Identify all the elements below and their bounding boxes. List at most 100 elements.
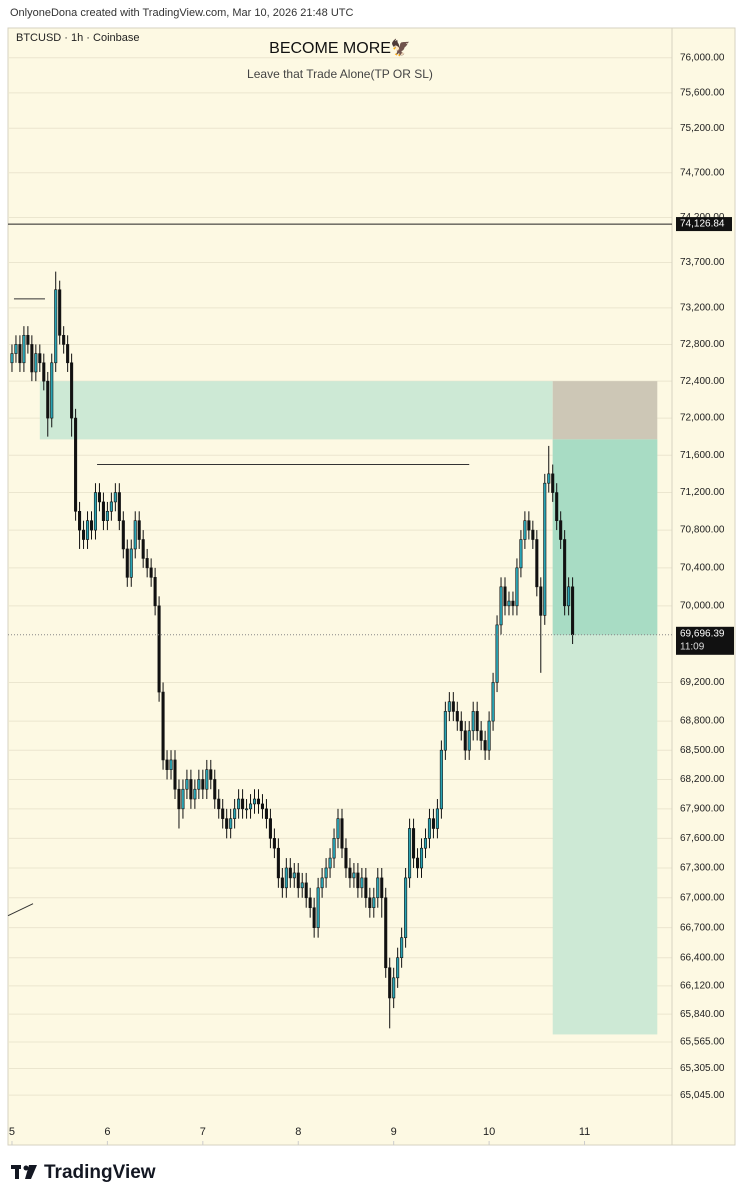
y-tick-label: 70,000.00 bbox=[680, 600, 725, 611]
candle-body bbox=[352, 872, 356, 879]
x-tick-label: 5 bbox=[9, 1126, 15, 1138]
candle-body bbox=[364, 877, 368, 899]
candle-body bbox=[89, 520, 94, 531]
candle-body bbox=[101, 501, 105, 521]
candle-body bbox=[97, 492, 101, 503]
candle-body bbox=[201, 779, 205, 790]
y-tick-label: 72,800.00 bbox=[680, 339, 725, 350]
y-tick-label: 71,200.00 bbox=[680, 487, 725, 498]
candle-body bbox=[237, 798, 241, 810]
y-tick-label: 65,045.00 bbox=[680, 1090, 725, 1101]
candle-body bbox=[149, 567, 153, 578]
candle-body bbox=[384, 897, 388, 969]
logo-mark bbox=[15, 1165, 19, 1179]
candle-body bbox=[133, 520, 137, 550]
y-tick-label: 65,565.00 bbox=[680, 1037, 725, 1048]
header: OnlyoneDona created with TradingView.com… bbox=[10, 7, 353, 19]
y-tick-label: 72,400.00 bbox=[680, 376, 725, 387]
candle-body bbox=[256, 798, 261, 805]
y-tick-label: 69,200.00 bbox=[680, 677, 725, 688]
candle-body bbox=[396, 957, 400, 979]
candle-body bbox=[70, 362, 74, 419]
candle-body bbox=[157, 605, 161, 693]
y-tick-label: 75,600.00 bbox=[680, 88, 725, 99]
candle-body bbox=[38, 353, 42, 364]
candle-body bbox=[531, 529, 535, 540]
y-tick-label: 71,600.00 bbox=[680, 450, 725, 461]
candle-body bbox=[284, 867, 288, 889]
candle-body bbox=[348, 867, 352, 879]
candle-body bbox=[121, 520, 125, 550]
candle-body bbox=[169, 759, 173, 770]
candle-body bbox=[26, 334, 30, 345]
candle-body bbox=[30, 344, 34, 373]
candle-body bbox=[463, 730, 467, 751]
candle-body bbox=[475, 711, 479, 732]
candle-body bbox=[252, 798, 257, 805]
y-tick-label: 70,400.00 bbox=[680, 562, 725, 573]
candle-body bbox=[388, 967, 392, 999]
candle-body bbox=[439, 749, 443, 810]
candle-body bbox=[332, 838, 336, 859]
candle-body bbox=[229, 818, 233, 829]
candle-body bbox=[459, 720, 463, 732]
candle-body bbox=[296, 872, 300, 889]
candle-body bbox=[499, 586, 503, 626]
candle-body bbox=[543, 482, 547, 616]
y-tick-label: 68,800.00 bbox=[680, 716, 725, 727]
candle-body bbox=[241, 798, 245, 810]
candle-body bbox=[268, 818, 272, 839]
candle-body bbox=[141, 539, 145, 559]
candle-body bbox=[495, 624, 499, 683]
candle-body bbox=[320, 877, 324, 889]
y-tick-label: 67,000.00 bbox=[680, 892, 725, 903]
candle-body bbox=[368, 897, 372, 909]
zone bbox=[39, 381, 553, 440]
hline-label-bg bbox=[676, 217, 732, 232]
candle-body bbox=[423, 838, 428, 849]
candle-body bbox=[10, 353, 14, 364]
candle-body bbox=[392, 977, 396, 999]
candle-body bbox=[177, 788, 181, 810]
y-tick-label: 73,700.00 bbox=[680, 257, 725, 268]
symbol: BTCUSD · 1h · Coinbase bbox=[16, 32, 140, 44]
candle-body bbox=[412, 828, 416, 859]
x-tick-label: 6 bbox=[104, 1126, 110, 1138]
candle-body bbox=[233, 808, 237, 819]
candle-body bbox=[109, 501, 113, 512]
hline-label: 74,126.84 bbox=[680, 219, 725, 230]
y-tick-label: 68,500.00 bbox=[680, 745, 725, 756]
candle-body bbox=[276, 847, 280, 879]
y-tick-label: 65,840.00 bbox=[680, 1009, 725, 1020]
candle-body bbox=[46, 380, 50, 419]
x-tick-label: 7 bbox=[200, 1126, 206, 1138]
candle-body bbox=[467, 730, 471, 751]
logo-text: TradingView bbox=[44, 1162, 156, 1183]
candle-body bbox=[519, 539, 523, 569]
candle-body bbox=[547, 473, 551, 484]
candle-body bbox=[78, 510, 82, 531]
candle-body bbox=[487, 720, 491, 751]
y-tick-label: 75,200.00 bbox=[680, 123, 725, 134]
candle-body bbox=[153, 577, 157, 607]
y-tick-label: 76,000.00 bbox=[680, 52, 725, 63]
candle-body bbox=[245, 808, 249, 811]
y-tick-label: 67,900.00 bbox=[680, 803, 725, 814]
candle-body bbox=[34, 353, 38, 373]
x-tick-label: 8 bbox=[295, 1126, 301, 1138]
candle-body bbox=[74, 417, 78, 512]
candle-body bbox=[66, 344, 70, 364]
candle-body bbox=[50, 362, 54, 419]
logo: TradingView bbox=[11, 1162, 156, 1183]
x-tick-label: 10 bbox=[483, 1126, 495, 1138]
candle-body bbox=[380, 877, 384, 899]
candle-body bbox=[567, 586, 571, 607]
candle-body bbox=[515, 567, 519, 607]
candle-body bbox=[471, 711, 475, 732]
candle-body bbox=[316, 887, 320, 928]
candle-body bbox=[117, 492, 121, 521]
trend-line bbox=[7, 903, 34, 917]
y-tick-label: 68,200.00 bbox=[680, 774, 725, 785]
